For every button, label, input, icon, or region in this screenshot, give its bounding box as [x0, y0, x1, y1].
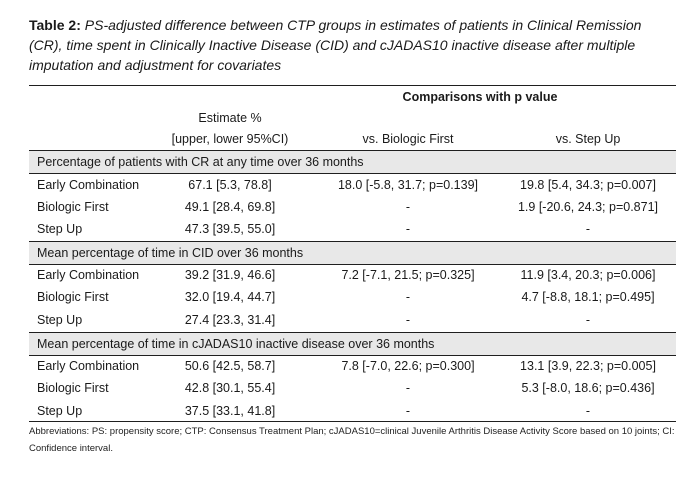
caption-text: PS-adjusted difference between CTP group… [29, 17, 642, 73]
row-vs-biologic: 18.0 [-5.8, 31.7; p=0.139] [337, 178, 479, 192]
section-rule [29, 173, 676, 174]
row-group: Step Up [37, 404, 83, 418]
row-group: Biologic First [37, 381, 109, 395]
caption-label: Table 2: [29, 17, 81, 33]
row-vs-stepup: 5.3 [-8.0, 18.6; p=0.436] [521, 381, 655, 395]
section-rule [29, 241, 676, 242]
row-estimate: 39.2 [31.9, 46.6] [184, 268, 276, 282]
row-estimate: 47.3 [39.5, 55.0] [184, 222, 276, 236]
row-vs-biologic: - [405, 381, 411, 395]
header-rule [29, 150, 676, 151]
table-caption: Table 2: PS-adjusted difference between … [29, 15, 674, 75]
estimate-header-line1: Estimate % [198, 111, 262, 125]
row-group: Early Combination [37, 359, 140, 373]
row-group: Step Up [37, 222, 83, 236]
section-band [29, 242, 676, 264]
row-estimate: 37.5 [33.1, 41.8] [184, 404, 276, 418]
row-estimate: 50.6 [42.5, 58.7] [184, 359, 276, 373]
row-vs-stepup: - [585, 404, 591, 418]
row-vs-biologic: - [405, 290, 411, 304]
row-vs-biologic: - [405, 404, 411, 418]
row-vs-biologic: - [405, 313, 411, 327]
vs-biologic-header: vs. Biologic First [362, 132, 454, 146]
row-vs-stepup: - [585, 222, 591, 236]
row-group: Step Up [37, 313, 83, 327]
row-group: Early Combination [37, 178, 140, 192]
row-vs-stepup: 13.1 [3.9, 22.3; p=0.005] [520, 359, 656, 373]
row-estimate: 42.8 [30.1, 55.4] [184, 381, 276, 395]
row-estimate: 27.4 [23.3, 31.4] [184, 313, 276, 327]
abbreviations-footnote: Abbreviations: PS: propensity score; CTP… [29, 426, 675, 454]
row-estimate: 32.0 [19.4, 44.7] [184, 290, 276, 304]
row-vs-biologic: 7.8 [-7.0, 22.6; p=0.300] [341, 359, 475, 373]
section-rule [29, 355, 676, 356]
row-estimate: 49.1 [28.4, 69.8] [184, 200, 276, 214]
row-group: Biologic First [37, 290, 109, 304]
comparisons-header: Comparisons with p value [402, 90, 558, 104]
top-rule [29, 85, 676, 86]
row-group: Early Combination [37, 268, 140, 282]
section-rule [29, 264, 676, 265]
section-band [29, 151, 676, 173]
row-estimate: 67.1 [5.3, 78.8] [188, 178, 272, 192]
bottom-rule [29, 421, 676, 422]
section-band [29, 333, 676, 355]
row-vs-stepup: 1.9 [-20.6, 24.3; p=0.871] [517, 200, 659, 214]
row-vs-stepup: - [585, 313, 591, 327]
row-vs-biologic: - [405, 222, 411, 236]
estimate-header-line2: [upper, lower 95%CI) [171, 132, 289, 146]
section-title: Mean percentage of time in CID over 36 m… [37, 246, 304, 260]
row-vs-stepup: 11.9 [3.4, 20.3; p=0.006] [520, 268, 656, 282]
vs-stepup-header: vs. Step Up [555, 132, 621, 146]
row-vs-biologic: - [405, 200, 411, 214]
row-vs-stepup: 19.8 [5.4, 34.3; p=0.007] [520, 178, 656, 192]
section-rule [29, 332, 676, 333]
section-title: Percentage of patients with CR at any ti… [37, 155, 364, 169]
row-group: Biologic First [37, 200, 109, 214]
row-vs-biologic: 7.2 [-7.1, 21.5; p=0.325] [341, 268, 475, 282]
section-title: Mean percentage of time in cJADAS10 inac… [37, 337, 435, 351]
row-vs-stepup: 4.7 [-8.8, 18.1; p=0.495] [521, 290, 655, 304]
